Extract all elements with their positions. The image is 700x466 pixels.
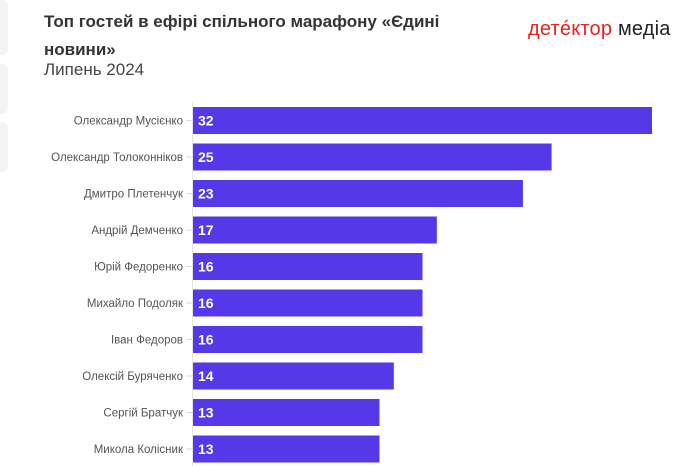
category-label: Сергій Братчук	[103, 408, 184, 420]
category-label: Дмитро Плетенчук	[84, 189, 184, 201]
data-label: 16	[198, 332, 214, 348]
bar	[193, 289, 423, 317]
bar	[193, 399, 380, 426]
category-label: Олександр Мусієнко	[74, 116, 183, 128]
category-label: Андрій Демченко	[91, 225, 183, 237]
data-label: 25	[198, 149, 214, 165]
bar	[193, 362, 394, 390]
data-label: 16	[198, 259, 214, 275]
data-label: 17	[198, 222, 214, 238]
data-label: 23	[198, 186, 214, 202]
bar	[193, 107, 652, 134]
bar	[193, 143, 552, 171]
category-label: Іван Федоров	[111, 335, 183, 347]
bar	[193, 180, 523, 207]
category-label: Олександр Толоконніков	[51, 152, 183, 164]
category-label: Михайло Подоляк	[87, 298, 184, 310]
bar	[193, 435, 380, 463]
bar	[193, 326, 423, 353]
data-label: 13	[198, 405, 214, 421]
bar	[193, 253, 423, 280]
data-label: 13	[198, 441, 214, 457]
chart-title: Топ гостей в ефірі спільного марафону «Є…	[44, 12, 440, 59]
decorative-panel	[0, 122, 8, 172]
data-label: 16	[198, 295, 214, 311]
data-label: 14	[198, 368, 214, 384]
logo-part-1: детéктор	[528, 18, 613, 40]
decorative-panel	[0, 64, 8, 114]
logo-part-2: медіа	[617, 18, 671, 40]
category-label: Юрій Федоренко	[94, 262, 183, 274]
decorative-panel	[0, 0, 8, 55]
bar	[193, 216, 437, 244]
data-label: 32	[198, 113, 214, 129]
category-label: Олексій Буряченко	[82, 371, 183, 383]
logo: детéктор медіа	[528, 18, 671, 41]
chart-subtitle: Липень 2024	[44, 60, 145, 79]
category-label: Микола Колісник	[94, 444, 184, 456]
